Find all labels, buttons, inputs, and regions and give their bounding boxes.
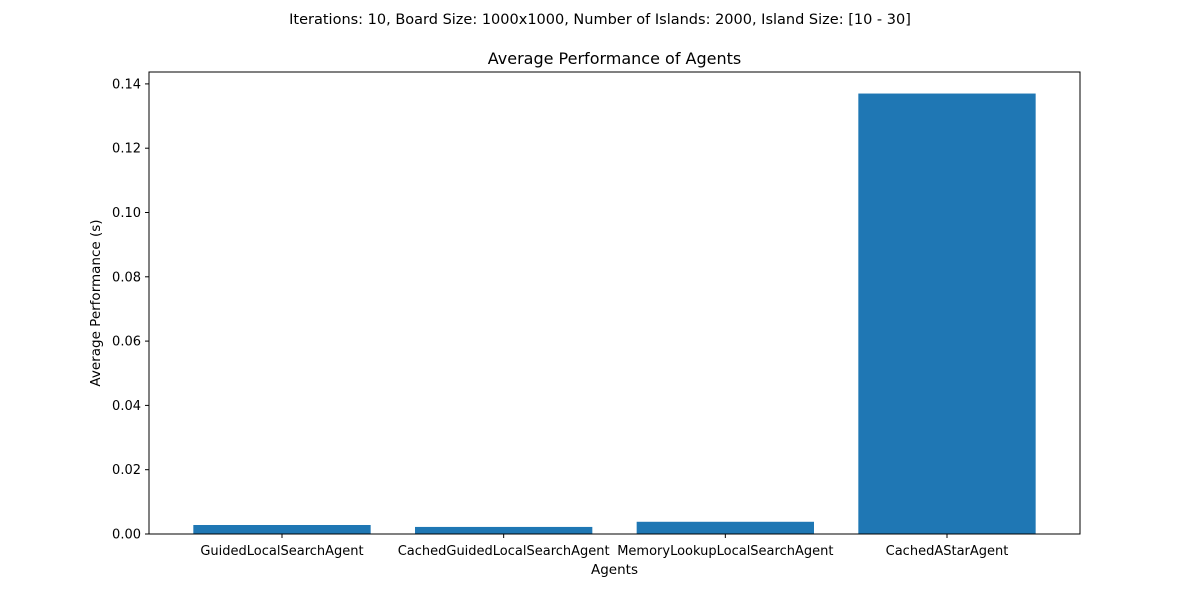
y-axis-ticks: 0.00 0.02 0.04 0.06 0.08 0.10 0.12 0.14 [112,77,149,543]
x-tick-label: GuidedLocalSearchAgent [200,544,363,559]
y-tick-label: 0.00 [112,528,141,543]
chart-title: Average Performance of Agents [488,49,741,68]
y-tick-label: 0.06 [112,335,141,350]
chart-suptitle: Iterations: 10, Board Size: 1000x1000, N… [289,12,911,28]
bar-3 [858,93,1036,534]
y-tick-label: 0.10 [112,206,141,221]
y-tick-label: 0.12 [112,142,141,157]
x-tick-label: MemoryLookupLocalSearchAgent [617,544,833,559]
x-axis-ticks: GuidedLocalSearchAgent CachedGuidedLocalS… [200,534,1008,559]
y-tick-label: 0.04 [112,399,141,414]
x-axis-label: Agents [591,562,638,578]
bars-group [193,93,1036,534]
bar-0 [193,525,371,534]
y-tick-label: 0.08 [112,270,141,285]
y-axis-label: Average Performance (s) [88,219,104,386]
y-tick-label: 0.14 [112,77,141,92]
x-tick-label: CachedAStarAgent [886,544,1009,559]
bar-1 [415,526,593,534]
axes-frame [148,71,1081,535]
y-tick-label: 0.02 [112,463,141,478]
x-tick-label: CachedGuidedLocalSearchAgent [398,544,610,559]
bar-2 [636,521,814,534]
plot-area: 0.00 0.02 0.04 0.06 0.08 0.10 0.12 0.14 GuidedL… [112,71,1081,559]
